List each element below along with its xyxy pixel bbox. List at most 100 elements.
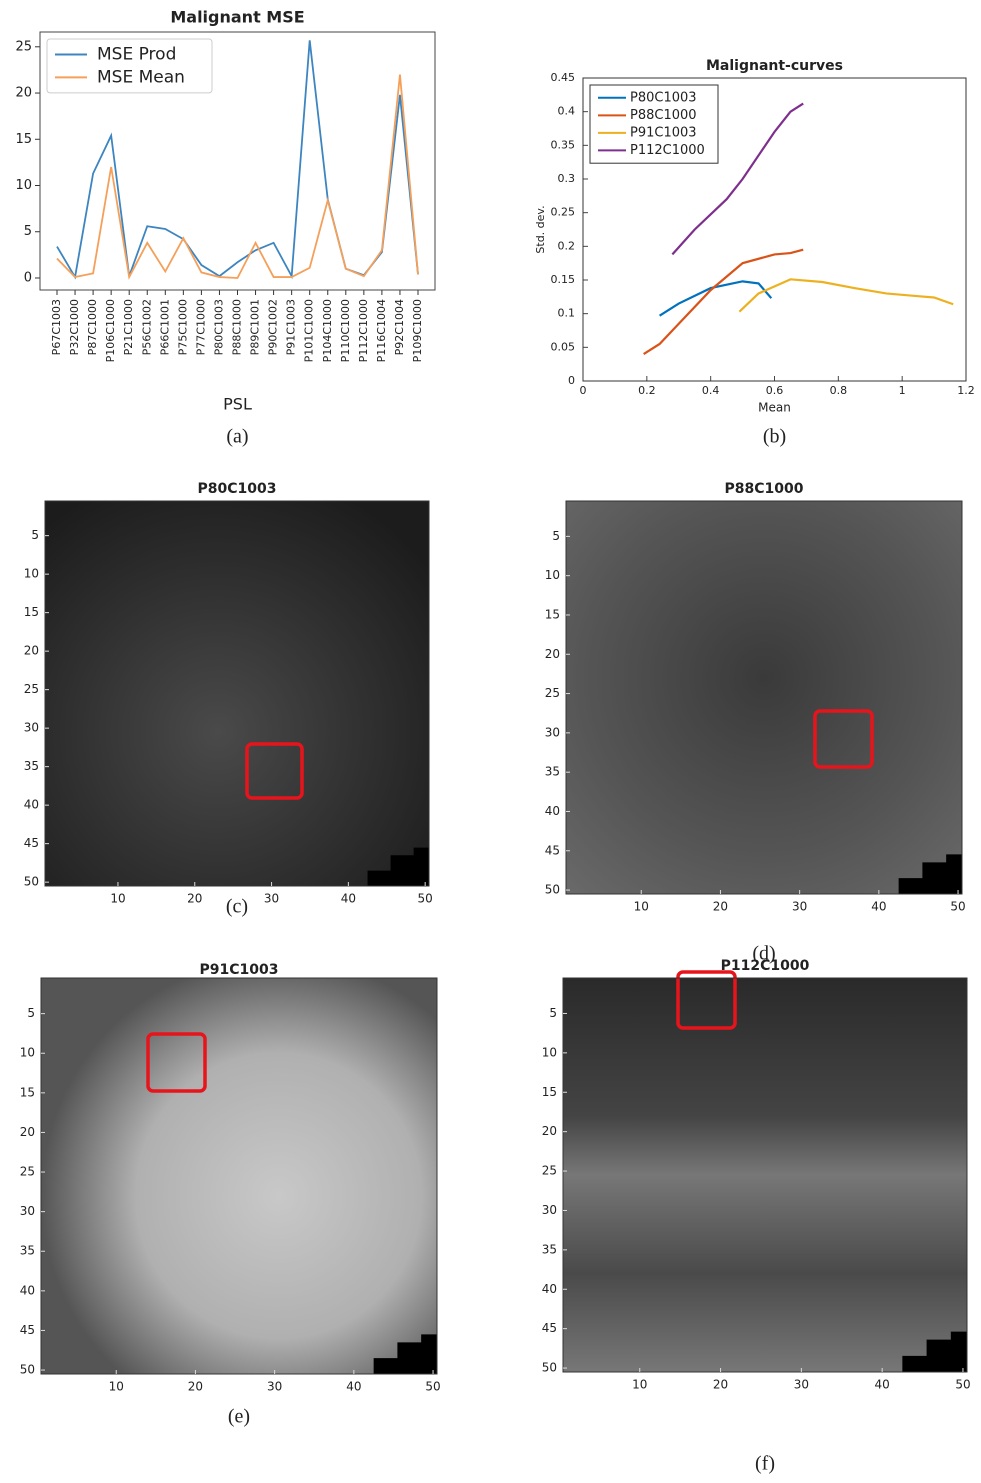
y-tick-label: 0: [24, 270, 32, 285]
y-tick-label: 35: [545, 765, 560, 779]
x-tick-label: P66C1001: [158, 299, 171, 355]
y-axis-label: Std. dev.: [534, 205, 547, 253]
series-line: [643, 248, 804, 355]
legend-box: [46, 38, 213, 94]
y-tick-label: 5: [31, 528, 39, 542]
series-line: [659, 280, 773, 317]
y-tick-label: 50: [545, 883, 560, 897]
y-tick-label: 45: [542, 1321, 557, 1335]
image: [41, 978, 437, 1374]
y-tick-label: 0.35: [551, 138, 576, 151]
x-tick-label: 1: [899, 384, 906, 397]
y-tick-label: 10: [545, 568, 560, 582]
x-axis-label: Mean: [758, 401, 791, 415]
x-tick-label: 50: [950, 900, 965, 914]
x-tick-label: 30: [794, 1378, 809, 1392]
corner-mask: [373, 1334, 437, 1374]
x-tick-label: 20: [188, 1380, 203, 1394]
chart-title: P80C1003: [198, 481, 277, 497]
x-tick-label: 0.2: [638, 384, 656, 397]
y-tick-label: 40: [20, 1283, 35, 1297]
y-tick-label: 20: [20, 1125, 35, 1139]
x-tick-label: 40: [341, 892, 356, 906]
y-tick-label: 0.3: [558, 172, 576, 185]
x-tick-label: 30: [267, 1380, 282, 1394]
x-tick-label: P92C1004: [393, 299, 406, 355]
chart-title: P112C1000: [721, 958, 810, 974]
axes-frame: [40, 977, 438, 1375]
y-tick-label: 30: [20, 1204, 35, 1218]
y-tick-label: 15: [542, 1085, 557, 1099]
x-tick-label: 20: [187, 892, 202, 906]
axes-frame: [565, 500, 963, 895]
x-tick-label: P104C1000: [321, 299, 334, 362]
y-tick-label: 30: [542, 1203, 557, 1217]
x-tick-label: 1.2: [957, 384, 975, 397]
legend-label: P88C1000: [630, 108, 697, 123]
series-line: [671, 102, 804, 256]
x-tick-label: P77C1000: [194, 299, 207, 355]
chart-title: P88C1000: [725, 481, 804, 497]
legend-label: P112C1000: [630, 143, 705, 158]
x-tick-label: 0: [580, 384, 587, 397]
x-tick-label: 40: [871, 900, 886, 914]
y-tick-label: 15: [15, 132, 32, 147]
y-tick-label: 25: [24, 682, 39, 696]
x-tick-label: 10: [110, 892, 125, 906]
x-tick-label: 40: [875, 1378, 890, 1392]
x-tick-label: P101C1000: [303, 299, 316, 362]
roi-box: [813, 709, 874, 769]
y-tick-label: 35: [542, 1242, 557, 1256]
y-tick-label: 15: [545, 607, 560, 621]
legend-label: P91C1003: [630, 125, 697, 140]
y-tick-label: 5: [552, 529, 560, 543]
x-tick-label: P109C1000: [411, 299, 424, 362]
y-tick-label: 50: [542, 1361, 557, 1375]
y-tick-label: 10: [15, 178, 32, 193]
y-tick-label: 0.2: [558, 239, 576, 252]
x-tick-label: P116C1004: [375, 299, 388, 362]
y-tick-label: 20: [542, 1124, 557, 1138]
x-tick-label: P106C1000: [104, 299, 117, 362]
y-tick-label: 0.1: [558, 307, 576, 320]
plot-frame: [39, 31, 436, 291]
roi-box: [245, 742, 304, 800]
x-tick-label: P21C1000: [122, 299, 135, 355]
x-tick-label: 50: [955, 1378, 970, 1392]
chart-title: Malignant-curves: [706, 58, 843, 74]
x-axis-label: PSL: [223, 395, 252, 414]
axes-frame: [44, 500, 430, 887]
x-tick-label: P80C1003: [212, 299, 225, 355]
image: [566, 501, 962, 894]
x-tick-label: P90C1002: [267, 299, 280, 355]
y-tick-label: 45: [545, 843, 560, 857]
x-tick-label: 20: [713, 1378, 728, 1392]
y-tick-label: 15: [24, 605, 39, 619]
chart-title: P91C1003: [200, 962, 279, 978]
roi-box: [146, 1032, 207, 1093]
y-tick-label: 15: [20, 1085, 35, 1099]
legend-label: MSE Mean: [97, 67, 185, 87]
plot-frame: [582, 77, 967, 382]
y-tick-label: 0.25: [551, 206, 576, 219]
x-tick-label: P89C1001: [249, 299, 262, 355]
x-tick-label: 20: [713, 900, 728, 914]
y-tick-label: 0: [568, 374, 575, 387]
x-tick-label: 30: [792, 900, 807, 914]
y-tick-label: 5: [549, 1006, 557, 1020]
axes-frame: [562, 977, 968, 1373]
y-tick-label: 0.15: [551, 273, 576, 286]
x-tick-label: P32C1000: [68, 299, 81, 355]
corner-mask: [902, 1331, 967, 1372]
x-tick-label: 40: [346, 1380, 361, 1394]
caption: (f): [755, 1453, 775, 1475]
y-tick-label: 10: [542, 1045, 557, 1059]
x-tick-label: 0.6: [766, 384, 784, 397]
y-tick-label: 25: [545, 686, 560, 700]
y-tick-label: 5: [27, 1006, 35, 1020]
caption: (a): [226, 426, 248, 448]
y-tick-label: 40: [24, 798, 39, 812]
y-tick-label: 30: [545, 725, 560, 739]
y-tick-label: 20: [15, 86, 32, 101]
